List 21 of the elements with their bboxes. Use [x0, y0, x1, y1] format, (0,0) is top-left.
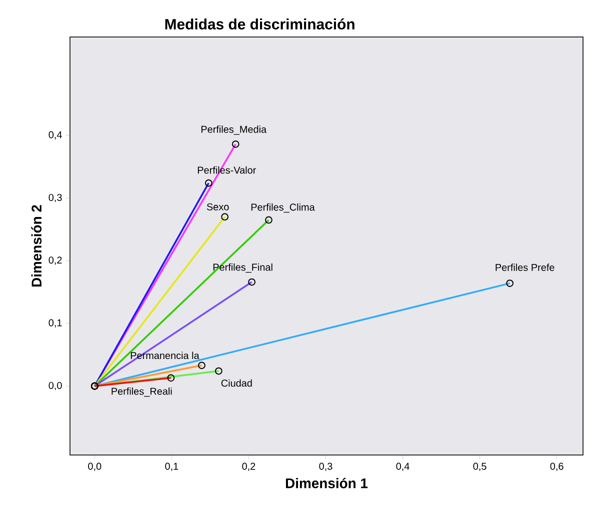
- x-tick-label: 0,6: [550, 462, 564, 472]
- x-tick-label: 0,0: [88, 462, 102, 472]
- x-axis-title: Dimensión 1: [286, 478, 368, 488]
- y-tick-label: 0,3: [48, 194, 62, 202]
- annotation: Sexo: [206, 203, 229, 210]
- annotation: Ciudad: [221, 379, 252, 387]
- y-tick-label: 0,0: [48, 382, 62, 390]
- annotation: Perfiles_Media: [201, 126, 267, 135]
- y-tick-label: 0,1: [48, 319, 62, 328]
- annotation: Perfiles Prefe: [496, 264, 554, 271]
- x-tick-label: 0,4: [396, 462, 410, 472]
- annotation: Perfiles_Clima: [251, 203, 315, 213]
- chart-title: Medidas de discriminación: [165, 18, 354, 30]
- annotation: Perfiles_Reali: [112, 387, 172, 397]
- x-tick-label: 0,5: [473, 462, 486, 472]
- y-tick-label: 0,4: [48, 131, 62, 140]
- x-tick-label: 0,1: [165, 462, 178, 472]
- y-axis-title: Dimensión 2: [31, 205, 42, 287]
- x-tick-label: 0,2: [242, 462, 256, 472]
- x-tick-label: 0,3: [319, 462, 332, 472]
- y-tick-label: 0,2: [48, 256, 62, 265]
